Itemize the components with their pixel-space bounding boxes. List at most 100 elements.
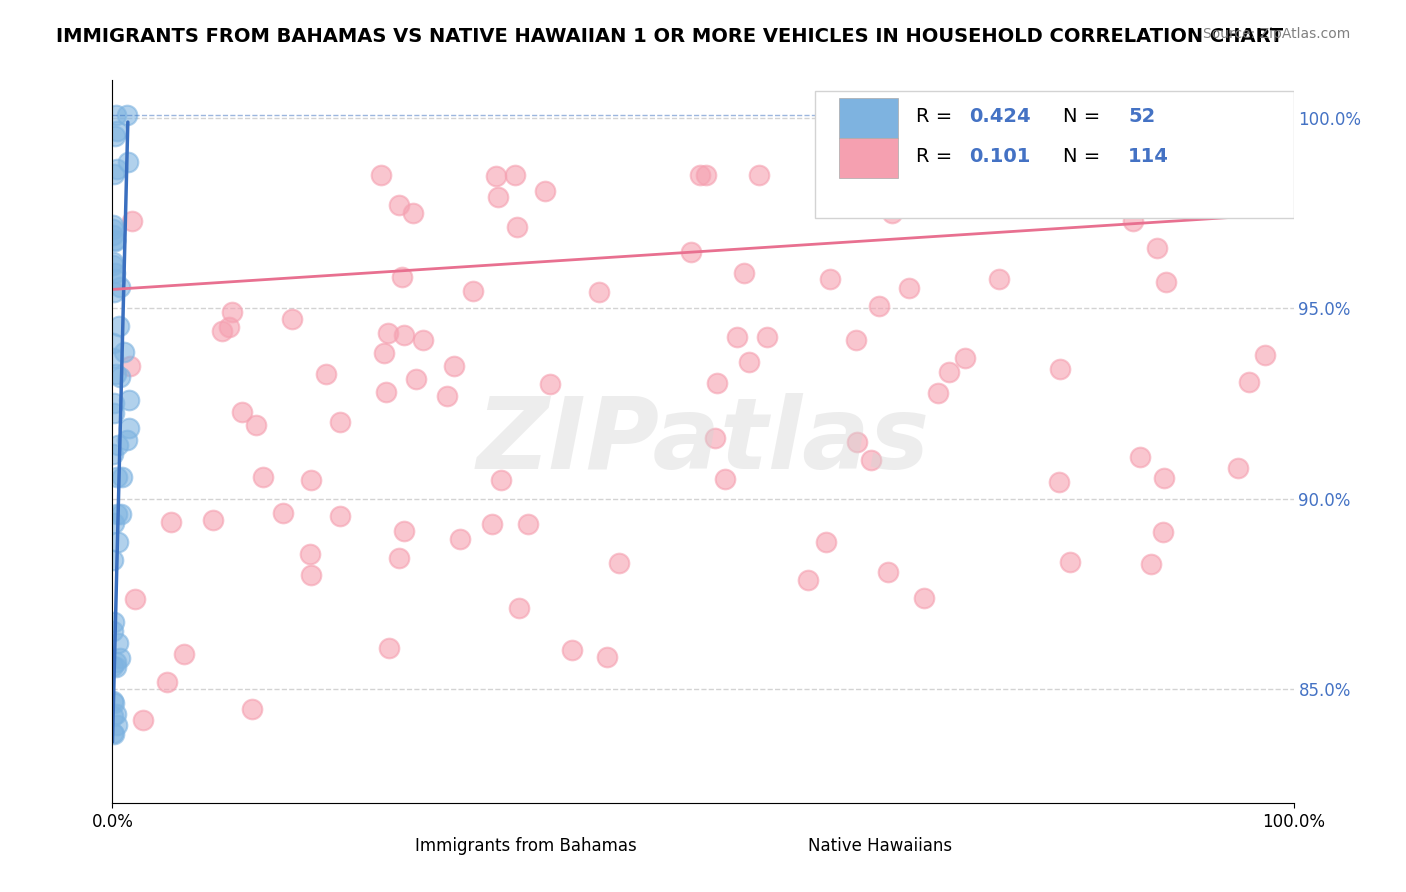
Point — [218, 319, 240, 334]
Text: N =: N = — [1063, 107, 1101, 126]
Point — [607, 556, 630, 570]
Point — [436, 389, 458, 403]
Point — [104, 234, 127, 248]
Text: 114: 114 — [1128, 146, 1168, 166]
Point — [132, 713, 155, 727]
FancyBboxPatch shape — [815, 91, 1294, 218]
Point — [104, 266, 127, 280]
Point — [252, 470, 274, 484]
Text: Native Hawaiians: Native Hawaiians — [808, 838, 952, 855]
Point — [405, 372, 427, 386]
Point — [173, 648, 195, 662]
Point — [103, 285, 125, 299]
Point — [1150, 169, 1173, 183]
Point — [748, 169, 770, 183]
Point — [105, 707, 128, 722]
Point — [110, 280, 132, 294]
Point — [394, 524, 416, 539]
Point — [281, 312, 304, 326]
Point — [561, 643, 583, 657]
Point — [517, 517, 540, 532]
Point — [489, 473, 512, 487]
Point — [856, 169, 879, 183]
Point — [156, 674, 179, 689]
Text: 0.424: 0.424 — [969, 107, 1031, 126]
Text: Source: ZipAtlas.com: Source: ZipAtlas.com — [1202, 27, 1350, 41]
Point — [392, 328, 415, 343]
Point — [818, 272, 841, 286]
Point — [105, 718, 128, 732]
Point — [1059, 555, 1081, 569]
Point — [101, 258, 124, 272]
Point — [1153, 470, 1175, 484]
Point — [118, 392, 141, 407]
Point — [706, 376, 728, 390]
Point — [953, 351, 976, 366]
FancyBboxPatch shape — [744, 828, 803, 857]
Point — [695, 169, 717, 183]
Point — [103, 709, 125, 723]
Point — [329, 416, 352, 430]
Point — [111, 469, 134, 483]
Point — [846, 169, 869, 183]
Point — [481, 517, 503, 532]
Point — [101, 726, 124, 740]
Point — [891, 169, 914, 183]
Point — [108, 651, 131, 665]
Point — [108, 370, 131, 384]
Point — [412, 334, 434, 348]
Point — [299, 474, 322, 488]
Point — [375, 385, 398, 400]
Point — [110, 507, 132, 521]
Point — [897, 281, 920, 295]
Point — [103, 696, 125, 710]
Point — [1049, 362, 1071, 376]
Text: 52: 52 — [1128, 107, 1156, 126]
Point — [1164, 197, 1187, 211]
Point — [1015, 169, 1038, 183]
Point — [315, 368, 337, 382]
Point — [596, 650, 619, 665]
Point — [977, 169, 1000, 183]
Point — [103, 727, 125, 741]
Point — [101, 447, 124, 461]
Point — [1080, 169, 1102, 183]
Point — [461, 284, 484, 298]
Point — [860, 453, 883, 467]
Point — [124, 592, 146, 607]
Point — [104, 128, 127, 143]
Point — [1156, 275, 1178, 289]
Point — [104, 659, 127, 673]
Point — [202, 513, 225, 527]
Text: ZIPatlas: ZIPatlas — [477, 393, 929, 490]
Point — [273, 506, 295, 520]
Point — [1152, 524, 1174, 539]
Point — [299, 547, 322, 561]
Point — [1237, 375, 1260, 389]
Point — [107, 636, 129, 650]
Point — [912, 591, 935, 605]
Point — [1227, 460, 1250, 475]
Point — [938, 365, 960, 379]
Text: N =: N = — [1063, 146, 1101, 166]
Point — [105, 507, 128, 521]
Point — [118, 420, 141, 434]
Text: 0.101: 0.101 — [969, 146, 1031, 166]
FancyBboxPatch shape — [839, 138, 898, 178]
Point — [245, 417, 267, 432]
Point — [103, 658, 125, 673]
Point — [1205, 169, 1227, 183]
Point — [117, 155, 139, 169]
Point — [1184, 169, 1206, 183]
Point — [103, 624, 125, 638]
Point — [221, 305, 243, 319]
Point — [503, 169, 526, 183]
Point — [927, 386, 949, 401]
Point — [797, 573, 820, 587]
Point — [538, 376, 561, 391]
Point — [486, 190, 509, 204]
Point — [107, 318, 129, 333]
Point — [505, 220, 527, 235]
Point — [713, 472, 735, 486]
Point — [112, 345, 135, 359]
